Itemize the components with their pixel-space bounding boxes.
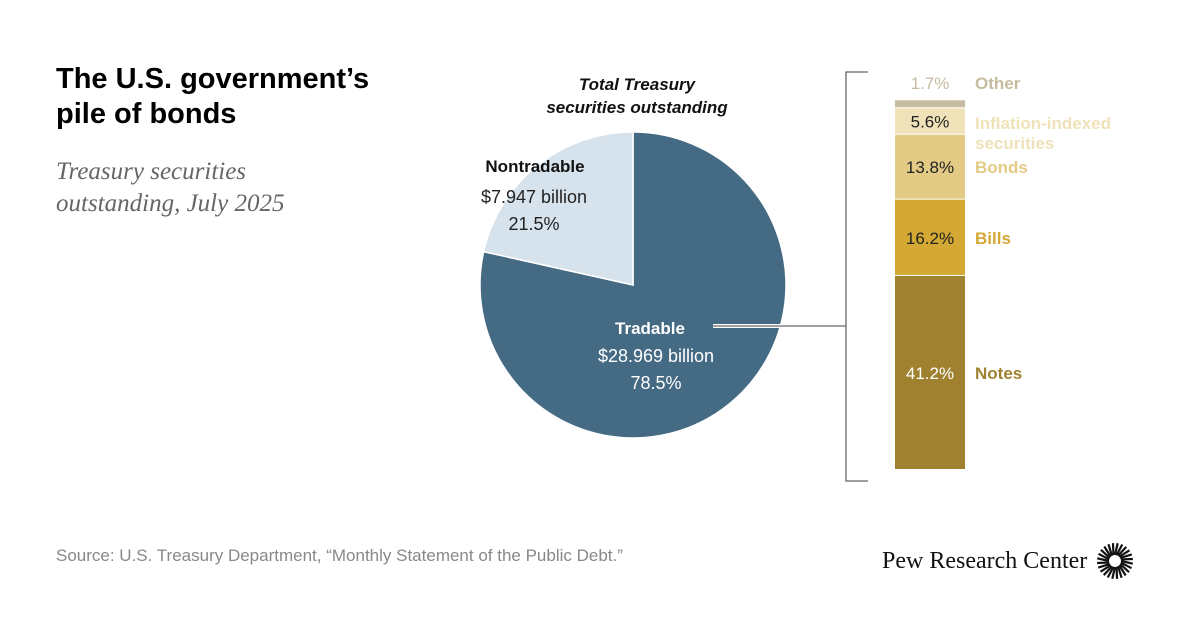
- pie-slice-nontradable: [482, 131, 634, 286]
- tradable-amount: $28.969 billion: [598, 346, 714, 366]
- pie: [479, 131, 787, 439]
- bar-segment-notes: [895, 275, 965, 469]
- bar-segment-other: [895, 100, 965, 108]
- bar-category-label-other: Other: [975, 74, 1021, 93]
- bar-value-label-other: 1.7%: [911, 74, 950, 93]
- bracket: [845, 71, 868, 482]
- chart-title: The U.S. government’s pile of bonds: [56, 63, 370, 130]
- logo-text: Pew Research Center: [882, 547, 1088, 574]
- bar-segment-inflation-indexed-securities: [895, 108, 965, 134]
- nontradable-name: Nontradable: [485, 157, 584, 176]
- pie-title-line-2: securities outstanding: [546, 98, 728, 117]
- source-note: Source: U.S. Treasury Department, “Month…: [56, 546, 623, 565]
- bar-category-label-inflation-indexed-securities: securities: [975, 134, 1054, 153]
- pew-sunburst-icon: [1097, 542, 1134, 580]
- bar-value-label-bills: 16.2%: [906, 229, 954, 248]
- stacked-bar: 41.2% Notes 16.2% Bills 13.8% Bonds 5.6% Inflat…: [895, 74, 1111, 469]
- pie-title-line-1: Total Treasury: [579, 75, 697, 94]
- bar-value-label-notes: 41.2%: [906, 364, 954, 383]
- pew-logo: Pew Research Center: [882, 541, 1135, 581]
- bar-category-label-bills: Bills: [975, 229, 1011, 248]
- bar-segment-bills: [895, 199, 965, 275]
- bar-category-label-bonds: Bonds: [975, 158, 1028, 177]
- bar-category-label-inflation-indexed-securities: Inflation-indexed: [975, 114, 1111, 133]
- bar-value-label-inflation-indexed-securities: 5.6%: [911, 112, 950, 131]
- tradable-name: Tradable: [615, 319, 685, 338]
- bar-segment-bonds: [895, 134, 965, 199]
- tradable-percent: 78.5%: [630, 373, 681, 393]
- chart-subtitle: Treasury securities outstanding, July 20…: [56, 158, 285, 217]
- bar-value-label-bonds: 13.8%: [906, 158, 954, 177]
- nontradable-amount: $7.947 billion: [481, 187, 587, 207]
- nontradable-percent: 21.5%: [508, 214, 559, 234]
- bar-category-label-notes: Notes: [975, 364, 1022, 383]
